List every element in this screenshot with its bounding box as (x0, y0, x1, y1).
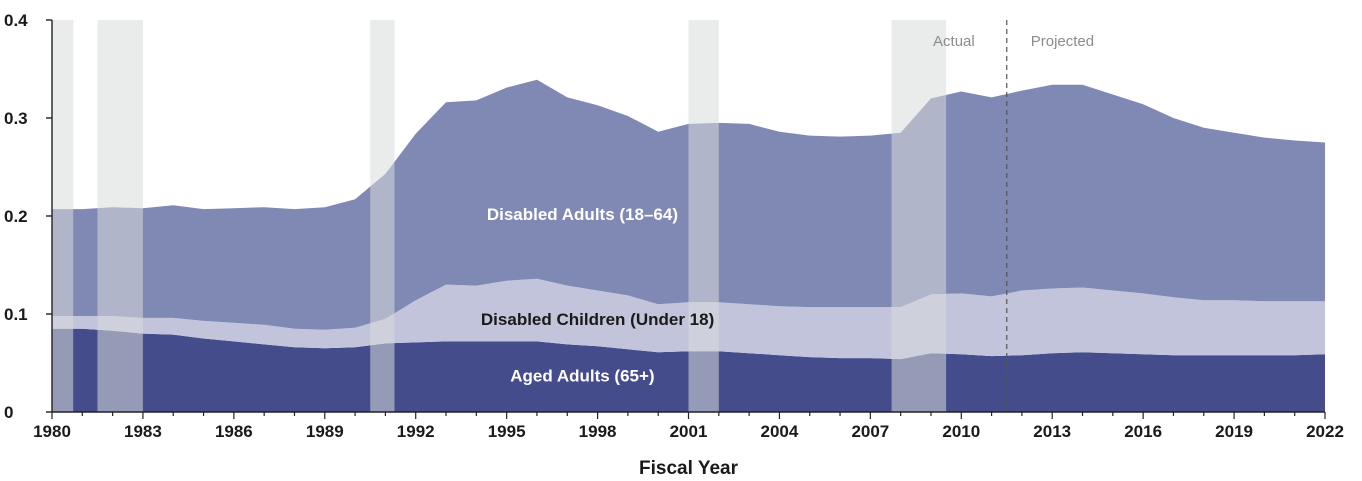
x-tick-label: 2013 (1033, 422, 1071, 441)
recession-band (97, 20, 143, 412)
actual-annotation: Actual (933, 33, 975, 50)
axes: 0 0.1 0.2 0.3 0.4 1980 1983 1986 1989 1992 1995 199… (4, 11, 1344, 441)
x-tick-label: 2019 (1215, 422, 1253, 441)
y-tick-label: 0.3 (4, 109, 28, 128)
projected-annotation: Projected (1031, 33, 1094, 50)
x-tick-label: 2022 (1306, 422, 1344, 441)
x-tick-label: 2010 (942, 422, 980, 441)
recession-bands (52, 20, 947, 412)
x-tick-label: 1983 (124, 422, 162, 441)
recession-band (370, 20, 395, 412)
y-tick-label: 0.4 (4, 11, 28, 30)
x-axis-title: Fiscal Year (639, 458, 739, 479)
series-label-1: Disabled Children (Under 18) (481, 310, 714, 329)
y-tick-label: 0.2 (4, 207, 28, 226)
recession-band (688, 20, 719, 412)
projection-marker: Actual Projected (933, 20, 1094, 412)
x-tick-label: 1980 (33, 422, 71, 441)
x-tick-label: 2004 (761, 422, 799, 441)
x-tick-label: 1998 (579, 422, 617, 441)
series-label-0: Aged Adults (65+) (510, 367, 654, 386)
x-tick-label: 1992 (397, 422, 435, 441)
x-tick-label: 2001 (670, 422, 708, 441)
x-tick-label: 1989 (306, 422, 344, 441)
y-tick-label: 0 (4, 403, 13, 422)
series-labels: Aged Adults (65+) Disabled Children (Unde… (481, 205, 714, 386)
recession-band (52, 20, 74, 412)
x-tick-label: 1995 (488, 422, 526, 441)
x-tick-label: 1986 (215, 422, 253, 441)
series-label-2: Disabled Adults (18–64) (487, 205, 678, 224)
recession-band (891, 20, 947, 412)
x-tick-label: 2016 (1124, 422, 1162, 441)
x-tick-label: 2007 (851, 422, 889, 441)
y-tick-label: 0.1 (4, 305, 28, 324)
